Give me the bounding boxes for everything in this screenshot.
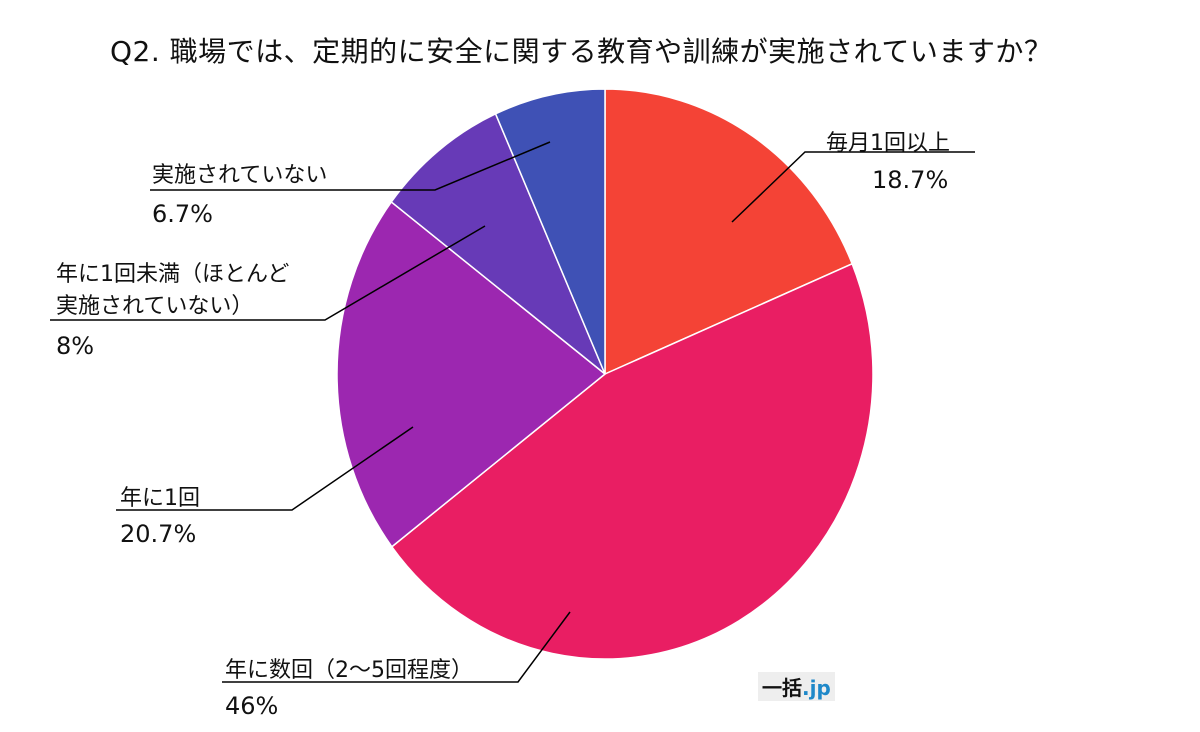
- value-not-conducted: 6.7%: [152, 200, 213, 228]
- label-less-than-yearly-line2: 実施されていない）: [56, 294, 254, 319]
- slice-monthly: [604, 88, 854, 376]
- value-monthly: 18.7%: [872, 166, 949, 194]
- leader-lines: [50, 141, 975, 683]
- label-monthly: 毎月1回以上: [826, 131, 950, 156]
- leader-monthly: [731, 151, 975, 223]
- leader-not-conducted: [150, 141, 551, 191]
- slice-yearly: [336, 200, 607, 548]
- leader-yearly: [116, 426, 414, 511]
- brand-logo: 一括.jp: [758, 672, 835, 701]
- leader-several-times: [222, 611, 571, 683]
- value-less-than-yearly: 8%: [56, 332, 95, 360]
- value-several-times: 46%: [225, 692, 279, 720]
- label-not-conducted: 実施されていない: [152, 163, 328, 188]
- value-yearly: 20.7%: [120, 520, 197, 548]
- label-yearly: 年に1回: [120, 486, 200, 511]
- label-several-times: 年に数回（2～5回程度）: [225, 658, 473, 683]
- slice-several-times: [390, 262, 874, 660]
- leader-less-than-yearly: [50, 225, 486, 321]
- pie-slices: [336, 88, 874, 660]
- chart-title: Q2. 職場では、定期的に安全に関する教育や訓練が実施されていますか？: [110, 35, 1053, 68]
- slice-not-conducted: [494, 88, 606, 375]
- label-less-than-yearly-line1: 年に1回未満（ほとんど: [56, 262, 290, 287]
- slice-less-than-yearly: [390, 112, 606, 375]
